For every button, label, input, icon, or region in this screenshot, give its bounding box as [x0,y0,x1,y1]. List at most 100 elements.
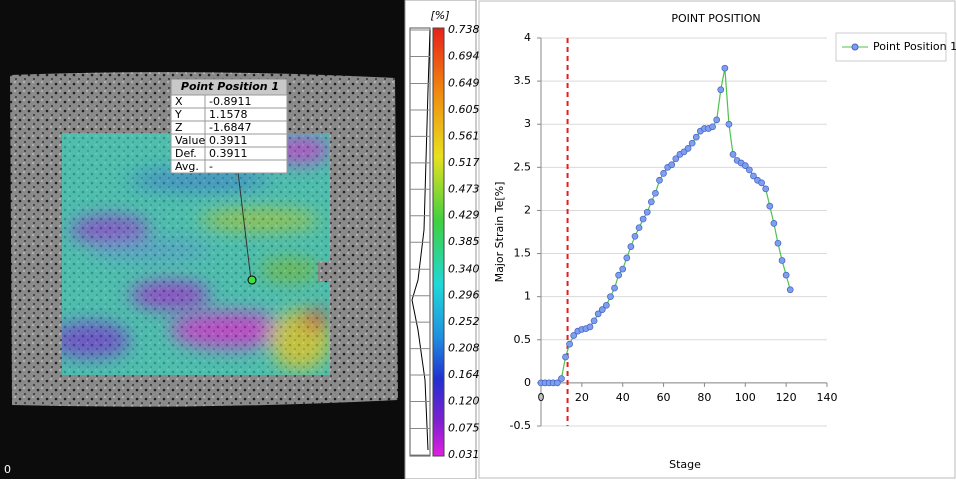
x-tick-label: 0 [538,391,545,404]
data-point [562,353,569,361]
info-key: Y [174,108,182,121]
histogram [411,29,431,451]
data-point [558,375,565,382]
data-point [570,332,578,339]
colorbar-tick-label: 0.561 [448,129,480,142]
legend [835,32,947,62]
colorbar-tick-label: 0.164 [448,368,480,381]
corner-label: 0 [4,463,11,476]
y-tick-label: 3 [524,117,531,130]
y-tick-label: 1.5 [514,247,532,260]
data-point [746,166,753,174]
data-point [721,64,729,72]
info-value: 0.3911 [209,147,248,160]
data-point [709,123,716,131]
data-point [660,170,667,177]
colorbar-tick-label: 0.252 [448,315,480,328]
data-point [635,224,643,232]
data-point [770,220,778,227]
info-value: - [209,160,213,173]
chart-panel [478,0,956,479]
data-point [586,323,594,331]
legend-label: Point Position 1 [873,40,956,53]
data-point [758,179,765,187]
info-title: Point Position 1 [181,80,279,93]
colorbar-tick-label: 0.296 [448,289,480,302]
colorbar-tick-label: 0.208 [448,342,480,355]
data-point [741,162,749,169]
colorbar-tick-label: 0.738 [448,23,480,36]
info-value: 1.1578 [209,108,248,121]
colorbar-tick-label: 0.385 [448,235,480,248]
y-tick-label: 3.5 [514,74,532,87]
info-value: -0.8911 [209,95,251,108]
chart-title: POINT POSITION [671,12,760,25]
data-point [778,257,786,264]
data-point [647,198,655,206]
data-point [598,306,606,313]
data-point [639,215,647,223]
x-axis-label: Stage [669,458,701,471]
data-point [692,133,700,141]
data-point [652,189,659,197]
y-tick-label: -0.5 [510,419,531,432]
data-point [729,151,737,158]
x-tick-label: 140 [817,391,838,404]
data-point [713,116,721,124]
colorbar-tick-label: 0.075 [448,422,480,435]
data-point [553,379,561,387]
y-tick-label: 4 [524,31,531,44]
x-tick-label: 40 [616,391,630,404]
data-point [607,293,614,301]
y-tick-label: 0 [524,376,531,389]
colorbar-tick-label: 0.473 [448,182,480,195]
data-point [590,317,598,325]
data-point [688,139,696,147]
colorbar-tick-label: 0.517 [448,156,480,169]
data-point [786,286,794,294]
strain-map [62,133,330,375]
data-point [766,202,774,210]
x-tick-label: 120 [776,391,797,404]
y-axis-label: Major Strain Te[%] [493,182,506,283]
data-point [643,208,651,216]
info-key: Z [175,121,183,134]
colorbar-unit: [%] [430,9,449,22]
data-point [619,265,627,273]
info-value: -1.6847 [209,121,251,134]
data-point [566,340,573,348]
y-tick-label: 2 [524,203,531,216]
data-point [623,254,631,262]
colorbar-tick-label: 0.340 [448,262,480,275]
data-point [631,232,639,240]
colorbar-tick-label: 0.120 [448,394,480,407]
colorbar-tick-label: 0.031 [448,448,480,461]
info-value: 0.3911 [209,134,248,147]
info-box: Point Position 1 [170,78,288,96]
x-tick-label: 20 [575,391,589,404]
data-point [684,145,692,152]
data-point [668,161,676,169]
x-tick-label: 100 [735,391,756,404]
data-point [627,243,635,251]
data-point [672,155,680,163]
point-marker [247,275,257,285]
data-point [615,271,622,279]
data-point [656,176,663,184]
data-point [611,284,618,292]
data-point [603,301,610,309]
x-tick-label: 60 [657,391,671,404]
info-key: Def. [175,147,197,160]
data-point [774,239,782,247]
info-row [170,159,288,174]
y-tick-label: 2.5 [514,160,532,173]
y-tick-label: 0.5 [514,333,532,346]
info-key: X [175,95,183,108]
data-point [762,185,770,193]
colorbar-tick-label: 0.694 [448,49,480,62]
colorbar-tick-label: 0.605 [448,103,480,116]
info-key: Value [175,134,205,147]
data-point [782,271,790,279]
colorbar-tick-label: 0.649 [448,77,480,90]
